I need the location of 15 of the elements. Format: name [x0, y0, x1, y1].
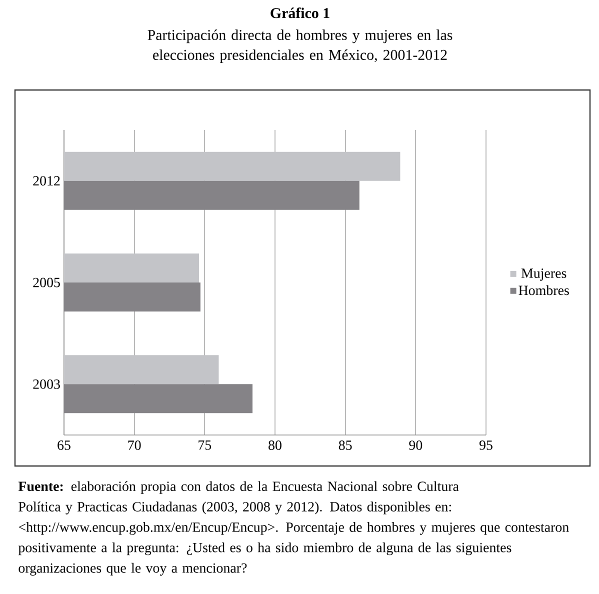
x-tick-label: 80: [268, 440, 282, 450]
text: Fuente: elaboración propia con datos de la Encuesta Nacional sobre Cultura Política y Practicas Ciudadanas (2003, 2008 y 2012). Datos disponibles en: <http://www.encup.gob.mx/en/Encup/Encup>. Porcentaje de hombres y mujeres que contestaron positivamente a la pregunta: ¿Usted es o ha sido miembro de alguna de las siguientes organizaciones que le voy a mencionar?: [18, 481, 569, 576]
x-tick-label: 85: [338, 440, 352, 450]
chart-title: Gráfico 1: [270, 8, 330, 18]
x-tick-label: 70: [128, 440, 141, 450]
x-tick-label: 90: [409, 440, 422, 450]
legend-label: Hombres: [518, 285, 569, 296]
chart-subtitle: Participación directa de hombres y mujeres en las elecciones presidenciales en México, 2001-2012: [148, 30, 452, 64]
y-tick-label: 2003: [33, 379, 60, 389]
y-tick-label: 2005: [33, 278, 60, 288]
x-tick-label: 65: [58, 440, 70, 450]
y-tick-label: 2012: [33, 176, 60, 186]
legend-label: Mujeres: [521, 268, 566, 281]
x-tick-label: 95: [479, 440, 492, 450]
x-tick-label: 75: [198, 440, 212, 450]
